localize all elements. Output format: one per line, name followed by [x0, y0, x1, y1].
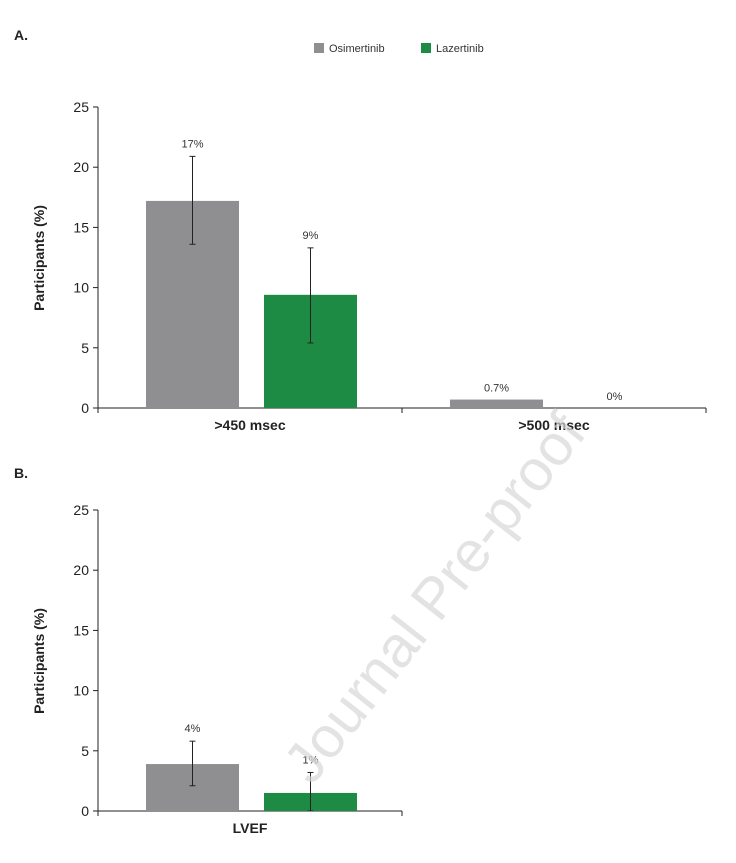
panel-b-y-tick-label: 5 [81, 743, 89, 759]
panel-b-y-tick-label: 15 [73, 622, 89, 638]
legend-swatch-osimertinib [314, 43, 324, 53]
panel-b-ylabel: Participants (%) [31, 608, 47, 714]
panel-a-y-tick-label: 15 [73, 219, 89, 235]
panel-a-bar-osimertinib [450, 399, 543, 408]
legend-swatch-lazertinib [421, 43, 431, 53]
panel-a-y-tick-label: 20 [73, 159, 89, 175]
panel-b-y-tick-label: 10 [73, 683, 89, 699]
panel-a-y-tick-label: 5 [81, 340, 89, 356]
panel-a-category-label: >500 msec [518, 417, 589, 433]
panel-b-chart: 0 5 10 15 20 25 LVEF 4% 1% [73, 502, 403, 836]
panel-a-ylabel: Participants (%) [31, 205, 47, 311]
panel-b-y-tick-label: 0 [81, 803, 89, 819]
panel-a-y-tick-label: 25 [73, 99, 89, 115]
panel-b-category-label: LVEF [233, 820, 268, 836]
panel-b-y-tick-label: 20 [73, 562, 89, 578]
panel-a-chart: 0 5 10 15 20 25 >450 msec >500 msec 17% 0.7% 9% 0% [73, 99, 707, 433]
panel-a-data-label-osimertinib: 17% [181, 138, 203, 150]
panel-a-data-label-osimertinib: 0.7% [484, 383, 509, 395]
panel-a-label: A. [14, 27, 28, 43]
panel-a-category-label: >450 msec [214, 417, 285, 433]
panel-b-data-label-lazertinib: 1% [303, 754, 319, 766]
watermark: Journal Pre-proof [271, 401, 599, 795]
legend-label-osimertinib: Osimertinib [329, 43, 385, 55]
panel-b-label: B. [14, 465, 28, 481]
panel-a-y-tick-label: 10 [73, 280, 89, 296]
panel-a-data-label-lazertinib: 9% [303, 230, 319, 242]
panel-b-data-label-osimertinib: 4% [185, 723, 201, 735]
panel-a-y-tick-label: 0 [81, 400, 89, 416]
legend-label-lazertinib: Lazertinib [436, 43, 484, 55]
legend: Osimertinib Lazertinib [314, 43, 484, 55]
panel-b-y-tick-label: 25 [73, 502, 89, 518]
panel-a-data-label-lazertinib: 0% [607, 391, 623, 403]
